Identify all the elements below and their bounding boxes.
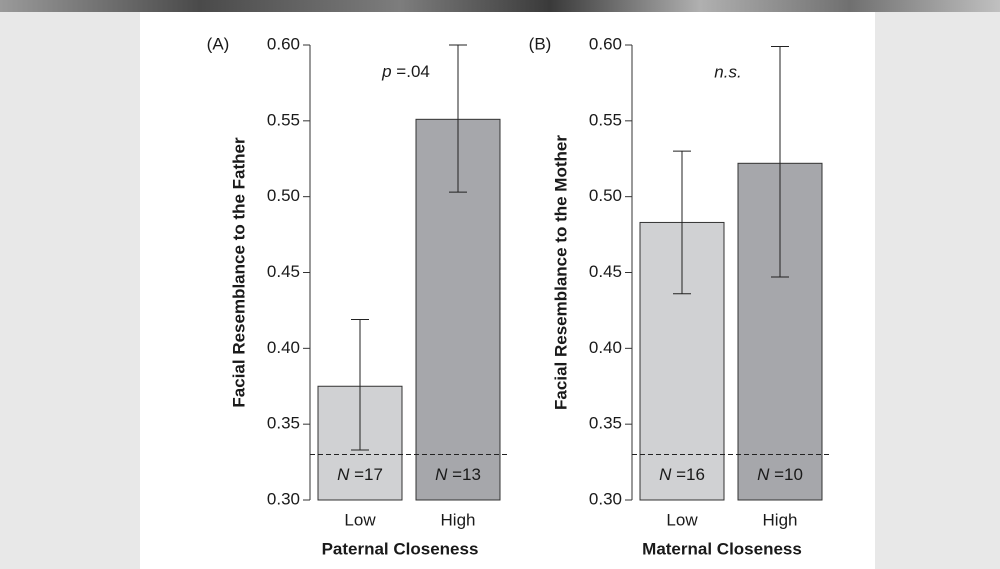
x-axis-label: Paternal Closeness [322,539,479,558]
y-tick-label: 0.30 [589,489,622,508]
y-tick-label: 0.45 [267,262,300,281]
y-tick-label: 0.35 [589,414,622,433]
x-axis-label: Maternal Closeness [642,539,802,558]
bar-label: N =13 [435,465,481,484]
y-tick-label: 0.45 [589,262,622,281]
bar-label: N =10 [757,465,803,484]
header-image [0,0,1000,12]
annotation: n.s. [714,62,741,81]
y-tick-label: 0.30 [267,489,300,508]
bar-label: N =16 [659,465,705,484]
x-tick-label: Low [344,510,376,529]
y-tick-label: 0.60 [589,34,622,53]
y-tick-label: 0.55 [267,110,300,129]
y-axis-label: Facial Resemblance to the Father [229,137,248,408]
bar-label: N =17 [337,465,383,484]
y-tick-label: 0.50 [589,186,622,205]
y-tick-label: 0.50 [267,186,300,205]
x-tick-label: High [763,510,798,529]
y-tick-label: 0.35 [267,414,300,433]
x-tick-label: Low [666,510,698,529]
y-tick-label: 0.60 [267,34,300,53]
annotation: p =.04 [381,62,430,81]
panel-label: (B) [529,34,552,53]
y-axis-label: Facial Resemblance to the Mother [551,135,570,410]
x-tick-label: High [441,510,476,529]
panel-label: (A) [207,34,230,53]
y-tick-label: 0.55 [589,110,622,129]
y-tick-label: 0.40 [589,338,622,357]
y-tick-label: 0.40 [267,338,300,357]
